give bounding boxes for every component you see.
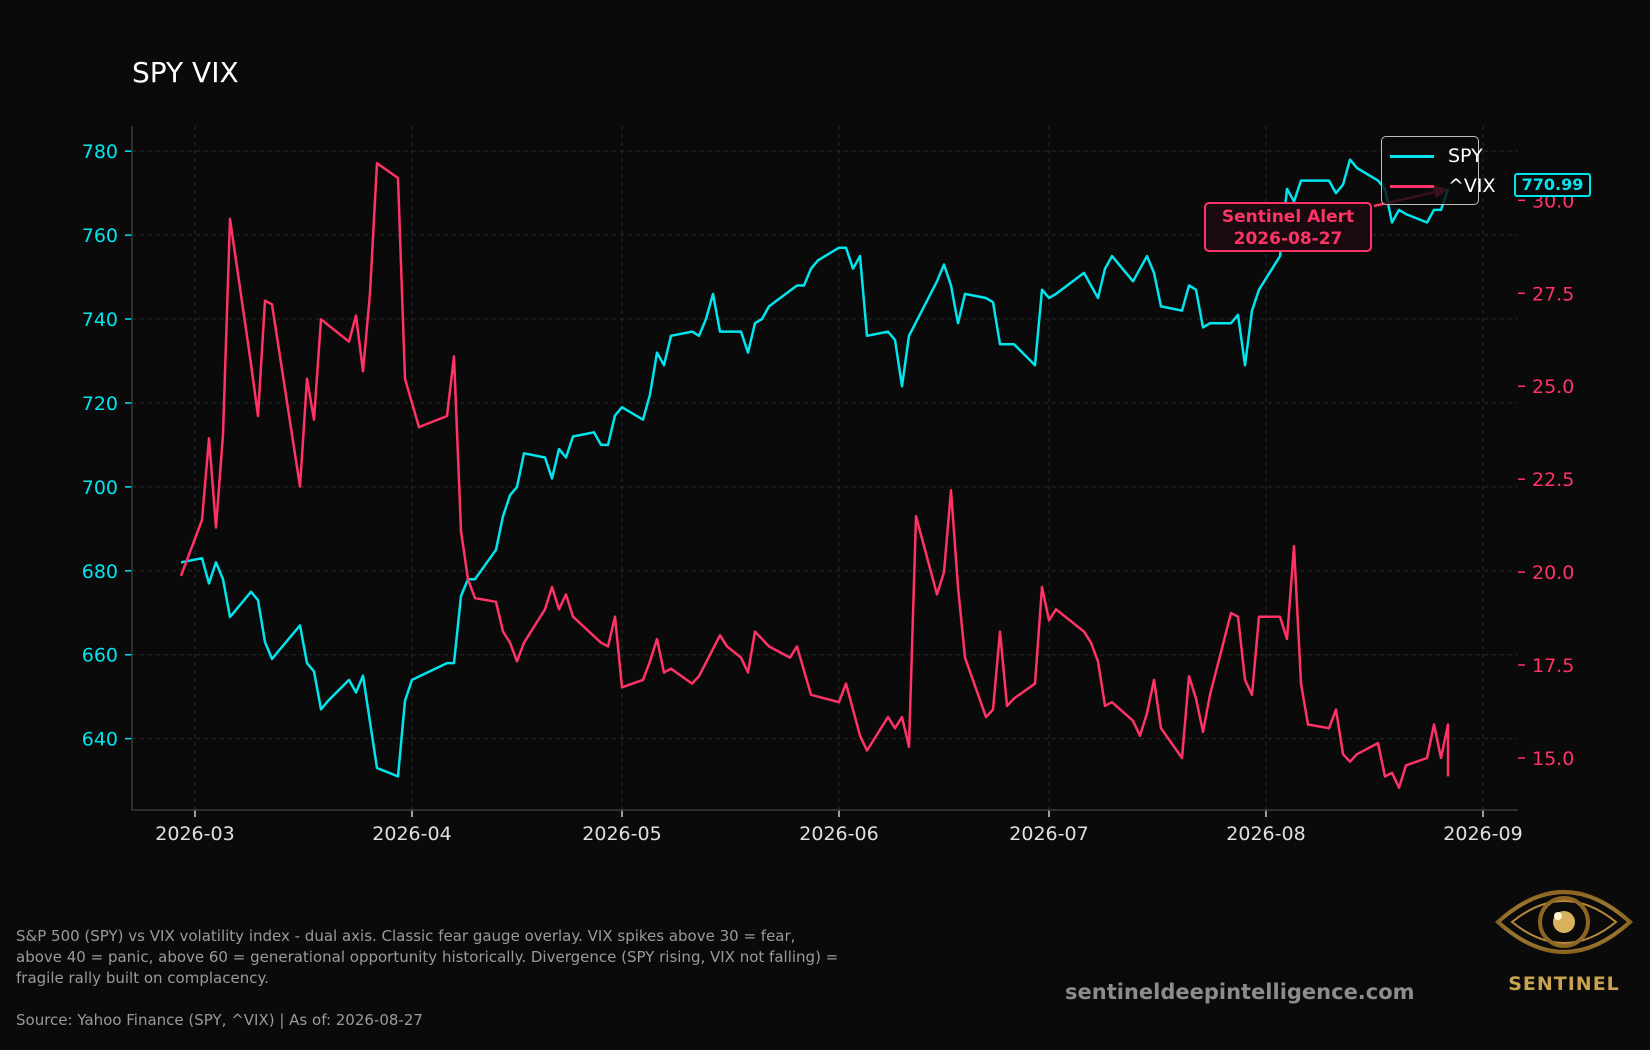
legend-label-vix: ^VIX (1448, 175, 1496, 197)
y-left-tick-label: 720 (82, 393, 118, 415)
alert-label-line2: 2026-08-27 (1233, 229, 1343, 249)
y-left-tick-label: 780 (82, 141, 118, 163)
y-right-tick-label: 27.5 (1532, 283, 1574, 305)
series-line-vix (179, 161, 1450, 789)
eye-inner-icon (1510, 900, 1618, 944)
x-tick-label: 2026-09 (1443, 823, 1522, 845)
y-right-tick-label: 25.0 (1532, 376, 1574, 398)
iris-icon (1538, 896, 1590, 948)
legend: SPY ^VIX (1381, 136, 1496, 205)
website-watermark: sentineldeepintelligence.com (1065, 980, 1415, 1004)
last-value-badge: 770.99 (1514, 173, 1591, 197)
y-left-tick-label: 640 (82, 729, 118, 751)
legend-swatch-spy (1390, 154, 1434, 158)
series-line-spy (180, 158, 1450, 778)
y-right-tick-label: 20.0 (1532, 562, 1574, 584)
y-left-tick-label: 660 (82, 645, 118, 667)
eye-highlight-icon (1554, 912, 1562, 920)
eye-outline-icon (1495, 890, 1633, 954)
chart-caption: S&P 500 (SPY) vs VIX volatility index - … (16, 927, 839, 987)
x-tick-label: 2026-03 (155, 823, 234, 845)
legend-item-spy: SPY (1390, 142, 1483, 170)
y-right-tick-label: 22.5 (1532, 469, 1574, 491)
x-tick-label: 2026-08 (1226, 823, 1305, 845)
y-right-tick-label: 15.0 (1532, 748, 1574, 770)
legend-label-spy: SPY (1448, 145, 1483, 167)
chart-title: SPY VIX (132, 56, 239, 89)
alert-label-line1: Sentinel Alert (1221, 207, 1355, 227)
x-tick-label: 2026-05 (582, 823, 661, 845)
x-tick-label: 2026-07 (1009, 823, 1088, 845)
y-left-tick-label: 700 (82, 477, 118, 499)
legend-item-vix: ^VIX (1390, 172, 1496, 200)
logo-wordmark: SENTINEL (1508, 973, 1620, 995)
sentinel-alert-annotation: Sentinel Alert 2026-08-27 (1204, 202, 1372, 252)
legend-swatch-vix (1390, 184, 1434, 188)
y-left-tick-label: 680 (82, 561, 118, 583)
y-left-tick-label: 760 (82, 225, 118, 247)
source-line: Source: Yahoo Finance (SPY, ^VIX) | As o… (16, 1011, 423, 1029)
x-tick-label: 2026-04 (372, 823, 451, 845)
y-right-tick-label: 17.5 (1532, 655, 1574, 677)
y-left-tick-label: 740 (82, 309, 118, 331)
x-tick-label: 2026-06 (799, 823, 878, 845)
sentinel-logo: SENTINEL (1495, 890, 1633, 995)
